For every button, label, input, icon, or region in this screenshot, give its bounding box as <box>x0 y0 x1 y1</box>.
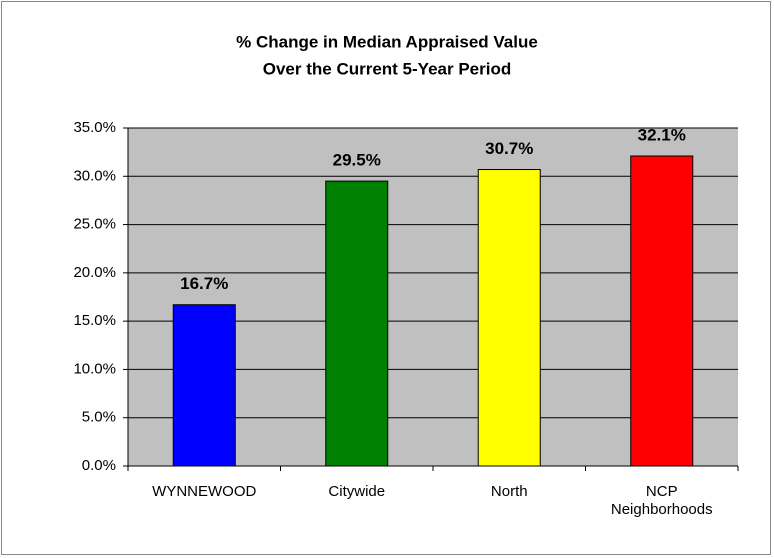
x-tick-label: NCP Neighborhoods <box>611 483 713 518</box>
chart-title: % Change in Median Appraised Value <box>236 32 538 51</box>
x-tick-label: North <box>491 483 528 500</box>
value-label: 32.1% <box>638 125 686 144</box>
y-tick-label: 0.0% <box>82 457 116 474</box>
y-tick-label: 10.0% <box>73 360 116 377</box>
value-label: 30.7% <box>485 139 533 158</box>
value-label: 16.7% <box>180 274 228 293</box>
y-tick-label: 25.0% <box>73 216 116 233</box>
chart-subtitle: Over the Current 5-Year Period <box>263 59 511 78</box>
y-tick-label: 35.0% <box>73 119 116 136</box>
y-tick-label: 5.0% <box>82 409 116 426</box>
y-tick-label: 30.0% <box>73 167 116 184</box>
bar <box>630 155 694 467</box>
bar <box>325 180 389 467</box>
value-label: 29.5% <box>333 151 381 170</box>
x-tick-label: Citywide <box>328 483 385 500</box>
bar <box>477 169 541 467</box>
y-tick-label: 15.0% <box>73 312 116 329</box>
y-tick-label: 20.0% <box>73 264 116 281</box>
bar <box>172 304 236 467</box>
x-tick-label: WYNNEWOOD <box>152 483 256 500</box>
